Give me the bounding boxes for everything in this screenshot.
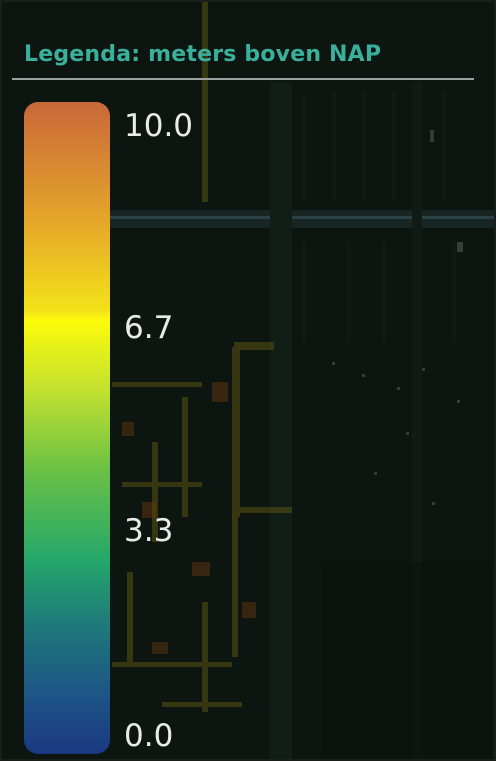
legend-title: Legenda: meters boven NAP xyxy=(24,42,382,67)
colorbar-tick-label: 10.0 xyxy=(124,108,194,144)
elevation-colorbar xyxy=(24,102,110,754)
colorbar-tick-label: 3.3 xyxy=(124,513,174,549)
colorbar-tick-label: 6.7 xyxy=(124,310,174,346)
colorbar-tick-label: 0.0 xyxy=(124,718,174,754)
legend-divider xyxy=(12,78,474,80)
